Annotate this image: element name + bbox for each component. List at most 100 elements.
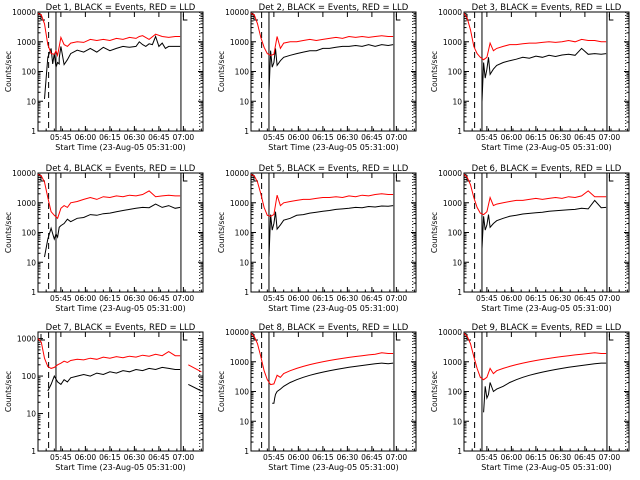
x-tick-label: 05:45: [476, 133, 498, 142]
y-tick-label: 100: [235, 68, 250, 77]
x-tick-label: 06:45: [361, 133, 383, 142]
x-tick-label: 05:45: [263, 294, 285, 303]
corner-marker: [253, 14, 258, 21]
x-tick-label: 06:00: [501, 294, 523, 303]
y-tick-label: 10: [452, 258, 462, 267]
x-tick-label: 06:15: [525, 453, 547, 462]
events-series-line: [269, 45, 414, 93]
x-tick-label: 06:00: [501, 453, 523, 462]
corner-marker: [395, 14, 401, 21]
y-tick-label: 1000: [17, 335, 36, 344]
y-tick-label: 1: [244, 288, 249, 297]
y-tick-label: 10000: [225, 328, 249, 337]
x-tick-label: 07:00: [599, 294, 621, 303]
x-tick-label: 06:30: [550, 294, 572, 303]
x-tick-label: 07:00: [173, 133, 195, 142]
x-tick-label: 06:30: [337, 294, 359, 303]
x-axis-label: Start Time (23-Aug-05 05:31:00): [55, 304, 186, 313]
x-tick-label: 06:45: [148, 294, 170, 303]
y-axis-label: Counts/sec: [217, 371, 226, 412]
x-tick-label: 06:00: [501, 133, 523, 142]
y-tick-label: 100: [235, 388, 250, 397]
panel-det-5: Det 5, BLACK = Events, RED = LLD Counts/s…: [217, 164, 417, 313]
panel-title: Det 9, BLACK = Events, RED = LLD: [472, 323, 622, 333]
lld-series-line: [464, 174, 627, 220]
y-axis-label: Counts/sec: [4, 212, 13, 253]
panel-det-4: Det 4, BLACK = Events, RED = LLD Counts/s…: [4, 164, 204, 313]
y-tick-label: 10: [26, 97, 36, 106]
corner-marker: [253, 175, 258, 182]
panel-det-3: Det 3, BLACK = Events, RED = LLD Counts/s…: [430, 3, 630, 152]
plot-frame: [37, 331, 204, 452]
x-tick-label: 06:30: [337, 453, 359, 462]
x-axis-label: Start Time (23-Aug-05 05:31:00): [481, 304, 612, 313]
corner-marker: [40, 334, 45, 341]
x-tick-label: 06:15: [525, 294, 547, 303]
x-tick-label: 06:15: [525, 133, 547, 142]
x-tick-label: 06:15: [312, 294, 334, 303]
panel-title: Det 4, BLACK = Events, RED = LLD: [46, 164, 196, 174]
y-tick-label: 10: [26, 258, 36, 267]
x-tick-label: 06:45: [574, 133, 596, 142]
panel-det-2: Det 2, BLACK = Events, RED = LLD Counts/s…: [217, 3, 417, 152]
y-tick-label: 100: [235, 229, 250, 238]
corner-marker: [182, 334, 188, 341]
y-tick-label: 10: [239, 258, 249, 267]
panel-title: Det 1, BLACK = Events, RED = LLD: [46, 3, 196, 13]
x-tick-label: 05:45: [263, 453, 285, 462]
panel-det-8: Det 8, BLACK = Events, RED = LLD Counts/s…: [217, 323, 417, 472]
y-tick-label: 100: [448, 68, 463, 77]
x-tick-label: 06:30: [550, 453, 572, 462]
corner-marker: [608, 175, 614, 182]
y-tick-label: 1000: [443, 199, 462, 208]
events-series-line: [269, 206, 414, 257]
plot-frame: [250, 172, 417, 293]
x-tick-label: 06:15: [99, 133, 121, 142]
x-tick-label: 06:15: [312, 453, 334, 462]
panel-title: Det 8, BLACK = Events, RED = LLD: [259, 323, 409, 333]
y-tick-label: 10000: [438, 8, 462, 17]
y-tick-label: 100: [22, 229, 37, 238]
y-tick-label: 1000: [443, 358, 462, 367]
y-tick-label: 1000: [230, 199, 249, 208]
y-tick-label: 1: [244, 447, 249, 456]
y-tick-label: 1000: [230, 38, 249, 47]
x-tick-label: 07:00: [599, 453, 621, 462]
x-tick-label: 06:45: [148, 453, 170, 462]
y-tick-label: 100: [22, 372, 37, 381]
x-tick-label: 06:00: [288, 294, 310, 303]
x-tick-label: 06:15: [99, 294, 121, 303]
y-tick-label: 1: [31, 447, 36, 456]
plot-frame: [250, 331, 417, 452]
y-tick-label: 1: [31, 127, 36, 136]
y-axis-label: Counts/sec: [217, 51, 226, 92]
y-tick-label: 10: [452, 417, 462, 426]
x-tick-label: 05:45: [50, 294, 72, 303]
y-tick-label: 1000: [17, 38, 36, 47]
lld-series-line: [38, 174, 201, 225]
x-axis-label: Start Time (23-Aug-05 05:31:00): [268, 143, 399, 152]
y-tick-label: 10000: [225, 8, 249, 17]
y-axis-label: Counts/sec: [4, 51, 13, 92]
panel-title: Det 5, BLACK = Events, RED = LLD: [259, 164, 409, 174]
corner-marker: [395, 334, 401, 341]
y-tick-label: 1: [457, 447, 462, 456]
x-tick-label: 07:00: [386, 133, 408, 142]
lld-series-line: [37, 338, 202, 373]
y-axis-label: Counts/sec: [430, 371, 439, 412]
events-series-line: [47, 366, 202, 392]
corner-marker: [182, 14, 188, 21]
y-tick-label: 10000: [12, 169, 36, 178]
x-tick-label: 06:30: [550, 133, 572, 142]
events-series-line: [45, 204, 202, 257]
y-tick-label: 10: [239, 417, 249, 426]
y-tick-label: 100: [448, 229, 463, 238]
lld-series-line: [251, 13, 414, 64]
lld-series-line: [464, 13, 627, 64]
x-tick-label: 07:00: [173, 294, 195, 303]
y-tick-label: 10000: [438, 169, 462, 178]
x-tick-label: 06:00: [75, 133, 97, 142]
y-tick-label: 1000: [17, 199, 36, 208]
panel-det-1: Det 1, BLACK = Events, RED = LLD Counts/s…: [4, 3, 204, 152]
